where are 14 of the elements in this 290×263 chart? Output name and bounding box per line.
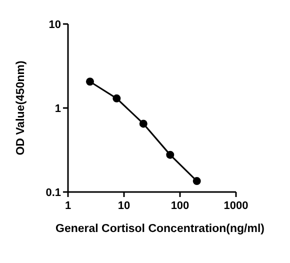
y-tick-label: 0.1	[46, 187, 61, 199]
point	[86, 78, 94, 86]
x-tick-label: 1	[64, 200, 72, 212]
x-tick-label: 1000	[224, 200, 248, 212]
x-axis-title: General Cortisol Concentration(ng/ml)	[56, 223, 265, 235]
point	[192, 177, 201, 186]
x-tick-label: 100	[170, 200, 190, 212]
point	[166, 150, 174, 159]
point	[112, 94, 121, 102]
y-tick-label: 1	[54, 103, 61, 115]
y-tick-label: 10	[48, 19, 61, 31]
x-tick-label: 10	[118, 200, 130, 212]
y-axis-title: OD Value(450nm)	[15, 60, 27, 156]
point	[139, 120, 148, 128]
